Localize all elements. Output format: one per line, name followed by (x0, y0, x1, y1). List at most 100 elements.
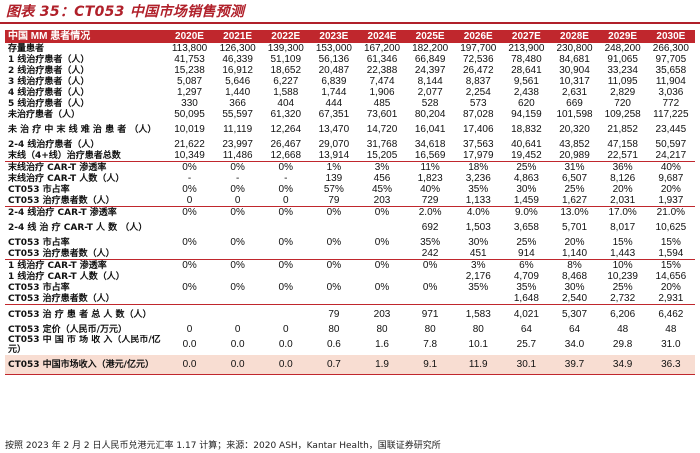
table-cell: 11,095 (607, 76, 638, 87)
table-cell: 16,041 (414, 123, 446, 135)
table-cell: 43,852 (559, 139, 590, 150)
table-cell: 0% (406, 259, 455, 271)
header-row: 中国 MM 患者情况 2020E 2021E 2022E 2023E 2024E… (5, 30, 695, 43)
table-cell: 4,863 (513, 173, 539, 184)
table-cell: 0 (186, 195, 193, 206)
table-cell: 30% (468, 237, 489, 248)
table-cell: 8,468 (562, 271, 588, 282)
table-cell (262, 293, 310, 305)
table-cell: 20% (612, 184, 633, 195)
table-cell: 0% (357, 259, 407, 271)
table-row: 未 治 疗 中 末 线 难 治 患 者 （人） 10,019 11,119 12,26… (5, 120, 695, 139)
table-cell: 1,906 (369, 87, 395, 98)
table-cell: 46,339 (222, 54, 253, 65)
table-cell: 20% (660, 184, 681, 195)
table-cell: 14,720 (366, 123, 398, 135)
table-cell: 139 (325, 173, 343, 184)
table-cell: 40% (646, 161, 695, 173)
row-label: 1 线治疗患者（人） (8, 54, 90, 65)
table-cell: 12,668 (270, 150, 302, 161)
table-cell: 29.8 (612, 339, 633, 350)
table-cell: 109,258 (604, 109, 641, 120)
table-cell: 35% (468, 282, 489, 293)
table-cell: 64 (520, 324, 532, 335)
table-cell: 15% (646, 259, 695, 271)
table-cell: 2,254 (465, 87, 491, 98)
table-cell: 25% (516, 237, 537, 248)
table-cell: 2,077 (417, 87, 443, 98)
row-label: CT053 中国市场收入（港元/亿元） (5, 355, 166, 375)
table-cell: 50,095 (174, 109, 205, 120)
table-cell: 25.7 (516, 339, 537, 350)
table-cell: 0.0 (182, 339, 197, 350)
table-row: CT053 治疗患者数（人） 1,648 2,540 2,732 2,931 (5, 293, 695, 305)
row-label: 2 线治疗患者（人） (8, 65, 90, 76)
table-row: CT053 中国市场收入（港元/亿元） 0.0 0.0 0.0 0.7 1.9 9.1 11.… (5, 355, 695, 375)
table-cell: 1,503 (465, 221, 491, 233)
table-cell: 3,036 (658, 87, 684, 98)
table-cell: 0% (213, 259, 262, 271)
table-cell: 0% (165, 161, 214, 173)
table-cell: 87,028 (462, 109, 494, 120)
table-cell: 80 (328, 324, 340, 335)
table-row: CT053 中 国 市 场 收 入（人民币/亿元） 0.0 0.0 0.0 0.6 1.6… (5, 335, 695, 355)
table-cell: 1,583 (454, 304, 503, 324)
table-cell (262, 248, 310, 260)
table-cell: 15% (612, 237, 633, 248)
table-cell: 14,656 (655, 271, 687, 282)
table-cell: - (187, 173, 192, 184)
table-cell: 31% (550, 161, 599, 173)
table-cell: 24,217 (655, 150, 687, 161)
table-cell: 101,598 (556, 109, 593, 120)
table-row: CT053 治疗患者数（人） 242 451 914 1,140 1,443 1,594 (5, 248, 695, 260)
table-row: 4 线治疗患者（人） 1,297 1,440 1,588 1,744 1,906 2,077… (5, 87, 695, 98)
table-cell: 8,017 (610, 221, 636, 233)
table-cell (262, 271, 310, 282)
table-cell: 6,839 (321, 76, 347, 87)
table-cell: 182,200 (412, 43, 449, 54)
table-cell (165, 293, 213, 305)
table-cell: 0% (357, 206, 407, 218)
table-cell: 6,507 (562, 173, 588, 184)
table-cell: 21,852 (607, 123, 638, 135)
table-cell: 197,700 (460, 43, 497, 54)
table-cell (310, 248, 358, 260)
table-cell: 0% (230, 184, 245, 195)
table-cell: 0% (278, 237, 293, 248)
table-cell: 17.0% (598, 206, 647, 218)
table-cell: 12,264 (270, 123, 302, 135)
table-cell: 0 (282, 324, 289, 335)
table-cell: 1% (309, 161, 358, 173)
table-cell: 620 (518, 98, 535, 109)
year-header: 2020E (165, 30, 214, 43)
table-cell: 10,625 (655, 221, 687, 233)
table-row: 末线（4+线）治疗患者总数 10,349 11,486 12,668 13,914 15,… (5, 150, 695, 162)
table-cell: 0% (230, 282, 245, 293)
table-cell: 1,443 (610, 248, 636, 259)
table-row: CT053 市占率 0% 0% 0% 0% 0% 35% 30% 25% 20% 15% 15% (5, 237, 695, 248)
table-cell: 3,236 (465, 173, 491, 184)
table-cell: 113,800 (171, 43, 208, 54)
table-cell (358, 248, 406, 260)
row-label: 末线治疗 CAR-T 人数（人） (8, 173, 125, 184)
table-cell: 167,200 (363, 43, 401, 54)
table-cell: 5,307 (550, 304, 599, 324)
table-cell: 0% (261, 259, 310, 271)
table-cell: 64 (568, 324, 581, 335)
table-cell: 0% (182, 282, 197, 293)
table-cell: 1,297 (177, 87, 203, 98)
table-cell: 0.0 (213, 355, 262, 375)
source-footnote: 按照 2023 年 2 月 2 日人民币兑港元汇率 1.17 计算；来源：202… (5, 441, 441, 451)
table-cell: 16,912 (222, 65, 253, 76)
table-cell (454, 293, 502, 305)
table-cell (165, 271, 213, 282)
table-cell: 79 (328, 195, 340, 206)
table-cell: 20,487 (318, 65, 350, 76)
table-cell: 11,486 (222, 150, 253, 161)
table-cell: 61,320 (270, 109, 302, 120)
table-cell: 0.0 (165, 355, 214, 375)
year-header: 2023E (309, 30, 358, 43)
table-cell: 0.6 (326, 339, 341, 350)
row-label: CT053 治疗患者数（人） (8, 293, 115, 304)
table-cell: 1,627 (562, 195, 588, 206)
